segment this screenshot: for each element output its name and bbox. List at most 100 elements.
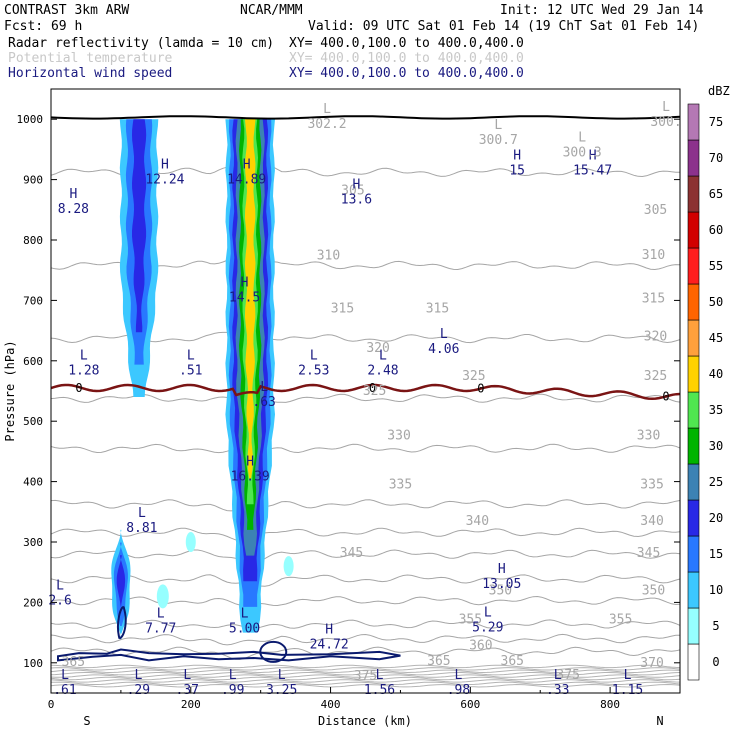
- zero-isotherm: [51, 383, 680, 401]
- x-tick-label: 0: [48, 698, 55, 711]
- theta-upper-band: [51, 664, 680, 669]
- extremum-H: H: [353, 177, 361, 192]
- reflectivity-fleck: [156, 584, 169, 609]
- theta-isoline-325: [51, 443, 680, 454]
- extremum-H: H: [513, 148, 521, 163]
- extremum-L: L: [376, 668, 384, 683]
- contour-labels: 375 375 365 365 365 370 360 355 355 350 350 345 345 3…: [48, 100, 681, 698]
- extremum-L: L: [554, 668, 562, 683]
- field-reflectivity-xy: XY= 400.0,100.0 to 400.0,400.0: [289, 36, 524, 51]
- colorbar-swatch-50: [687, 283, 700, 321]
- y-tick-label: 800: [23, 234, 43, 247]
- y-tick-label: 600: [23, 355, 43, 368]
- field-wind-name: Horizontal wind speed: [8, 66, 172, 81]
- theta-isoline-340: [51, 549, 680, 564]
- extremum-L: L: [183, 668, 191, 683]
- extremum-L: L: [484, 606, 492, 621]
- y-tick-label: 100: [23, 657, 43, 670]
- theta-label-315: 315: [331, 301, 354, 316]
- colorbar-label-5: 5: [712, 619, 719, 633]
- extremum-value: 14.89: [227, 173, 266, 188]
- extremum-H: H: [241, 275, 249, 290]
- theta-label-360: 360: [469, 638, 492, 653]
- extremum-L: L: [624, 668, 632, 683]
- extremum-L: L: [229, 668, 237, 683]
- extremum-value: 2.48: [367, 363, 398, 378]
- theta-label-350: 350: [489, 583, 512, 598]
- x-tick-label: 200: [181, 698, 201, 711]
- x-tick-label: 600: [460, 698, 480, 711]
- zero-isotherm-label: 0: [369, 381, 376, 395]
- extremum-H: H: [243, 158, 251, 173]
- extremum-value: 1.15: [612, 683, 643, 698]
- theta-isoline-360: [51, 633, 680, 646]
- model-title: CONTRAST 3km ARW: [4, 3, 129, 18]
- extremum-value: 13.6: [341, 192, 372, 207]
- theta-label-345: 345: [340, 546, 363, 561]
- extremum-L: L: [278, 668, 286, 683]
- theta-upper-band: [51, 679, 680, 683]
- colorbar-unit: dBZ: [708, 84, 730, 98]
- colorbar-label-20: 20: [709, 511, 723, 525]
- colorbar-swatch-10: [687, 571, 700, 609]
- colorbar-label-65: 65: [709, 187, 723, 201]
- south-label: S: [83, 714, 90, 728]
- valid-time: Valid: 09 UTC Sat 01 Feb 14 (19 ChT Sat …: [308, 19, 699, 34]
- colorbar-swatch-25: [687, 463, 700, 501]
- extremum-value: 15: [509, 163, 525, 178]
- axes: 0 200 400 600 800 100 200 300 400 500 600 700 800 900…: [17, 113, 681, 711]
- theta-isoline-315: [51, 328, 680, 344]
- theta-label-355: 355: [609, 612, 632, 627]
- theta-label-355: 355: [459, 612, 482, 627]
- extremum-L: L: [241, 606, 249, 621]
- theta-label-310: 310: [642, 248, 665, 263]
- theta-min-value: 302.2: [307, 117, 346, 132]
- theta-isoline-350: [51, 595, 680, 607]
- theta-label-340: 340: [640, 514, 663, 529]
- extremum-value: 2.6: [48, 593, 71, 608]
- extremum-value: 1.56: [364, 683, 395, 698]
- extremum-value: .29: [127, 683, 150, 698]
- x-axis-label: Distance (km): [318, 714, 412, 728]
- y-tick-label: 900: [23, 174, 43, 187]
- field-wind-xy: XY= 400.0,100.0 to 400.0,400.0: [289, 66, 524, 81]
- x-tick-label: 400: [321, 698, 341, 711]
- colorbar-swatch-20: [687, 499, 700, 537]
- theta-label-335: 335: [640, 478, 663, 493]
- theta-upper-band: [51, 676, 680, 681]
- wind-contours: 0 0 0 0: [51, 115, 680, 663]
- y-axis-label: Pressure (hPa): [3, 340, 17, 441]
- extremum-value: 16.39: [231, 470, 270, 485]
- theta-upper-band: [51, 672, 680, 676]
- extremum-value: .61: [53, 683, 76, 698]
- extremum-value: 13.05: [482, 577, 521, 592]
- colorbar-label-35: 35: [709, 403, 723, 417]
- theta-isoline-355: [51, 619, 680, 629]
- extremum-L: L: [61, 668, 69, 683]
- theta-label-375: 375: [354, 669, 377, 684]
- extremum-H: H: [325, 623, 333, 638]
- extremum-value: 8.28: [58, 202, 89, 217]
- y-tick-label: 300: [23, 536, 43, 549]
- extremum-value: .98: [447, 683, 470, 698]
- colorbar-swatch-45: [687, 319, 700, 357]
- y-tick-label: 500: [23, 415, 43, 428]
- theta-label-305: 305: [644, 203, 667, 218]
- extremum-value: 5.29: [472, 621, 503, 636]
- plot-frame: [50, 88, 681, 694]
- theta-label-315: 315: [642, 292, 665, 307]
- field-theta-xy: XY= 400.0,100.0 to 400.0,400.0: [289, 51, 524, 66]
- colorbar-swatch-60: [687, 211, 700, 249]
- extremum-H: H: [589, 148, 597, 163]
- extremum-value: .37: [176, 683, 199, 698]
- zero-isotherm-label: 0: [662, 389, 669, 403]
- extremum-L: L: [134, 668, 142, 683]
- extremum-H: H: [498, 562, 506, 577]
- extremum-H: H: [161, 158, 169, 173]
- theta-label-365: 365: [427, 654, 450, 669]
- theta-min-L: L: [494, 118, 502, 133]
- extremum-value: .33: [546, 683, 569, 698]
- theta-label-325: 325: [363, 384, 386, 399]
- extremum-value: .51: [179, 363, 202, 378]
- extremum-value: 24.72: [310, 638, 349, 653]
